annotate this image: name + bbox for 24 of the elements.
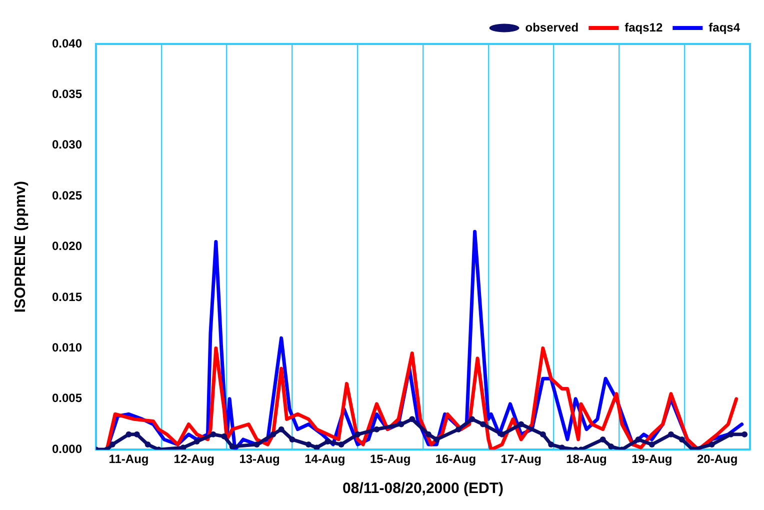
- x-axis-title: 08/11-08/20,2000 (EDT): [342, 480, 504, 498]
- y-tick-label: 0.035: [52, 87, 82, 102]
- y-tick-label: 0.005: [52, 391, 82, 406]
- x-tick-label: 17-Aug: [500, 452, 542, 466]
- y-tick-label: 0.015: [52, 290, 82, 304]
- y-axis-title: ISOPRENE (ppmv): [12, 180, 30, 313]
- x-tick-label: 13-Aug: [239, 452, 280, 466]
- x-tick-label: 16-Aug: [435, 452, 476, 466]
- x-tick-label: 15-Aug: [370, 452, 411, 466]
- x-tick-label: 11-Aug: [108, 452, 149, 466]
- y-tick-label: 0.000: [52, 442, 82, 456]
- y-tick-label: 0.020: [52, 239, 82, 254]
- legend-label: observed: [525, 20, 579, 34]
- y-tick-label: 0.030: [52, 138, 82, 152]
- legend-label: faqs4: [708, 20, 740, 34]
- x-tick-label: 14-Aug: [304, 452, 346, 466]
- x-tick-label: 20-Aug: [696, 452, 738, 466]
- x-tick-label: 19-Aug: [632, 452, 672, 466]
- y-tick-label: 0.040: [52, 36, 82, 50]
- y-tick-label: 0.025: [52, 188, 82, 202]
- x-tick-label: 18-Aug: [566, 452, 607, 466]
- x-tick-label: 12-Aug: [174, 452, 214, 466]
- y-tick-label: 0.010: [52, 340, 82, 355]
- legend-label: faqs12: [624, 20, 663, 34]
